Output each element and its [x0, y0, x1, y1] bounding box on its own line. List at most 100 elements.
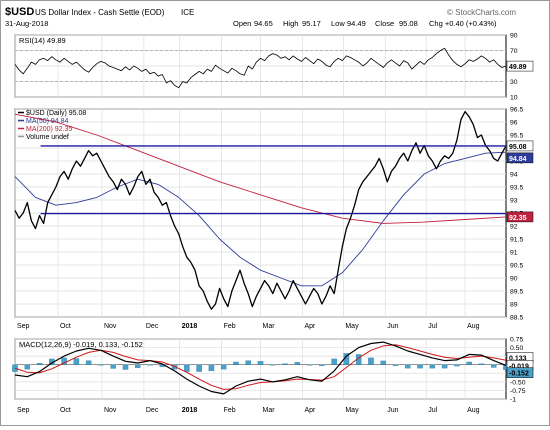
change-readout: Chg +0.40 (+0.43%)	[429, 19, 497, 28]
macd-signal-line	[14, 344, 507, 390]
rsi-legend: RSI(14) 49.89	[19, 36, 66, 45]
rsi-ytick-1: 70	[510, 48, 518, 55]
macd-histogram-bar-30	[380, 360, 386, 365]
ma200-line	[14, 113, 507, 224]
x-axis-price-tick-2: Nov	[104, 323, 117, 330]
x-axis-macd-tick-9: Jun	[387, 407, 398, 414]
price-ytick-16: 88.5	[510, 315, 523, 322]
macd-histogram-bar-33	[417, 364, 423, 369]
ma50-line	[14, 151, 507, 287]
x-axis-macd-tick-11: Aug	[467, 407, 480, 414]
rsi-current-label-box	[506, 60, 534, 72]
price-ytick-10: 91.5	[510, 237, 523, 244]
macd-ytick-4: -0.50	[510, 379, 526, 386]
legend-item-volume: Volume undef	[26, 134, 69, 141]
macd-histogram-bar-16	[208, 364, 215, 372]
price-ytick-11: 91	[510, 250, 518, 257]
macd-histogram-bar-31	[392, 364, 399, 366]
macd-histogram-bar-11	[147, 364, 153, 366]
macd-histogram-bar-6	[85, 360, 92, 365]
x-axis-price-tick-9: Jun	[387, 323, 398, 330]
x-axis-macd-tick-1: Oct	[60, 407, 71, 414]
close-value: 95.08	[399, 19, 418, 28]
macd-panel: 0.750.500.25-0.25-0.50-0.75-1MACD(12,26,…	[12, 337, 534, 404]
rsi-current-label: 49.89	[509, 64, 527, 71]
macd-histogram-bar-10	[134, 364, 141, 368]
price-tag-1: 94.84	[509, 156, 527, 163]
macd-histogram-bar-19	[245, 360, 251, 365]
x-axis-macd-tick-6: Mar	[263, 407, 276, 414]
rsi-series-line	[14, 47, 507, 89]
x-axis-macd-tick-8: May	[345, 407, 359, 414]
macd-histogram-bar-20	[257, 361, 264, 365]
macd-histogram-bar-14	[184, 364, 190, 372]
close-label: Close	[375, 19, 394, 28]
x-axis-macd-tick-7: Apr	[304, 407, 316, 414]
macd-current-label-2: -0.152	[509, 371, 529, 378]
price-ytick-6: 93.5	[510, 185, 523, 192]
price-tag-0-box	[506, 140, 534, 152]
price-tag-2-box	[506, 211, 534, 223]
macd-line	[14, 341, 507, 395]
price-ytick-15: 89	[510, 302, 518, 309]
macd-current-label-2-box	[506, 367, 534, 378]
price-ytick-5: 94	[510, 172, 518, 179]
x-axis-price-tick-5: Feb	[224, 323, 236, 330]
rsi-ytick-3: 30	[510, 79, 518, 86]
price-ytick-1: 96	[510, 120, 518, 127]
high-value: 95.17	[302, 19, 321, 28]
macd-current-label-1: -0.019	[509, 363, 529, 370]
macd-histogram-bar-25	[319, 364, 325, 366]
price-tag-2: 92.35	[509, 215, 527, 222]
price-ytick-14: 89.5	[510, 289, 523, 296]
macd-histogram-bar-17	[220, 364, 227, 370]
x-axis-price-tick-1: Oct	[60, 323, 71, 330]
macd-histogram-bar-39	[490, 364, 497, 368]
macd-ytick-6: -1	[510, 397, 516, 404]
high-label: High	[283, 19, 298, 28]
price-ytick-9: 92	[510, 224, 518, 231]
x-axis-macd-tick-10: Jul	[428, 407, 437, 414]
x-axis-price-tick-3: Dec	[146, 323, 159, 330]
macd-histogram-bar-9	[122, 364, 129, 370]
x-axis-price-tick-11: Aug	[467, 323, 480, 330]
price-ytick-2: 95.5	[510, 133, 523, 140]
low-label: Low	[331, 19, 345, 28]
price-ytick-13: 90	[510, 276, 518, 283]
x-axis-macd: Sep Oct Nov Dec 2018 Feb Mar Apr May Jun Jul Aug	[17, 407, 480, 414]
macd-histogram-bar-38	[478, 363, 485, 365]
macd-histogram-bar-18	[233, 361, 239, 365]
price-ytick-0: 96.5	[510, 107, 523, 114]
macd-histogram-bar-32	[405, 364, 411, 369]
chart-date: 31-Aug-2018	[5, 19, 48, 28]
macd-histogram-bar-26	[331, 358, 337, 365]
x-axis-price: Sep Oct Nov Dec 2018 Feb Mar Apr May Jun Jul Aug	[17, 323, 480, 330]
open-label: Open	[233, 19, 251, 28]
price-tag-0: 95.08	[509, 144, 527, 151]
x-axis-price-tick-4: 2018	[182, 323, 198, 330]
price-panel: 96.59695.59594.59493.59392.59291.59190.5…	[14, 107, 534, 322]
macd-histogram-bar-23	[294, 362, 301, 365]
legend-item-price: $USD (Daily) 95.08	[26, 110, 86, 117]
x-axis-macd-tick-2: Nov	[104, 407, 117, 414]
legend-item-ma200: MA(200) 92.35	[26, 126, 72, 133]
chart-exchange: ICE	[181, 8, 194, 17]
open-value: 94.65	[254, 19, 273, 28]
x-axis-macd-tick-3: Dec	[146, 407, 159, 414]
macd-legend: MACD(12,26,9) -0.019, 0.133, -0.152	[19, 340, 143, 349]
macd-histogram-bar-2	[36, 363, 43, 365]
macd-ytick-1: 0.50	[510, 345, 523, 352]
x-axis-macd-tick-0: Sep	[17, 407, 30, 414]
macd-current-label-0: 0.133	[509, 355, 527, 362]
macd-histogram-bar-22	[282, 363, 288, 365]
brand-watermark: © StockCharts.com	[447, 8, 516, 17]
x-axis-macd-tick-5: Feb	[224, 407, 236, 414]
x-axis-macd-tick-4: 2018	[182, 407, 198, 414]
chart-instrument-name: US Dollar Index - Cash Settle (EOD)	[35, 8, 165, 17]
macd-histogram-bar-5	[73, 358, 80, 365]
macd-histogram-bar-34	[429, 364, 436, 369]
x-axis-price-tick-7: Apr	[304, 323, 316, 330]
